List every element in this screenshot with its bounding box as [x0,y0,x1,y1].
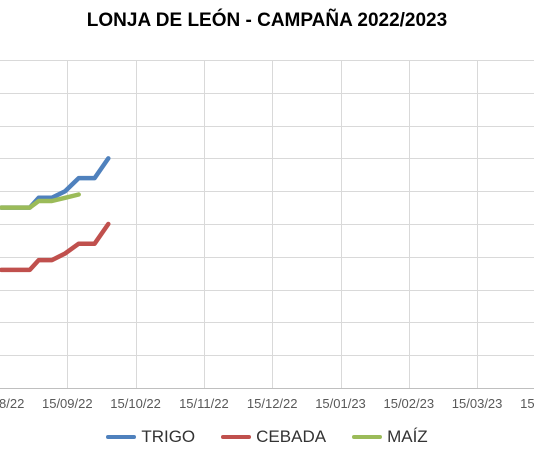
x-tick-label: 15/09/22 [42,396,93,411]
legend-item: CEBADA [221,427,326,447]
x-tick-label: 15/03/23 [452,396,503,411]
legend: TRIGO CEBADA MAÍZ [0,426,534,448]
legend-label: CEBADA [256,427,327,446]
chart-title: LONJA DE LEÓN - CAMPAÑA 2022/2023 [86,10,448,31]
legend-item: MAÍZ [352,427,428,447]
legend-label: TRIGO [141,427,196,446]
x-tick-label: 15/04/23 [520,396,534,411]
series-line-maíz [0,192,81,210]
legend-item: TRIGO [106,427,195,447]
x-tick-label: 15/12/22 [247,396,298,411]
grid [0,60,534,389]
legend-swatch [352,435,383,439]
series-line-cebada [0,221,111,273]
x-tick-label: 15/08/22 [0,396,24,411]
legend-swatch [106,435,137,439]
legend-swatch [221,435,252,439]
x-tick-label: 15/11/22 [179,396,229,411]
x-tick-label: 15/10/22 [110,396,161,411]
series-lines [0,156,111,273]
legend-label: MAÍZ [387,427,428,446]
x-tick-label: 15/02/23 [383,396,434,411]
x-tick-labels: 15/08/22 15/09/22 15/10/22 15/11/22 15/12/22… [0,396,534,411]
x-tick-label: 15/01/23 [315,396,366,411]
